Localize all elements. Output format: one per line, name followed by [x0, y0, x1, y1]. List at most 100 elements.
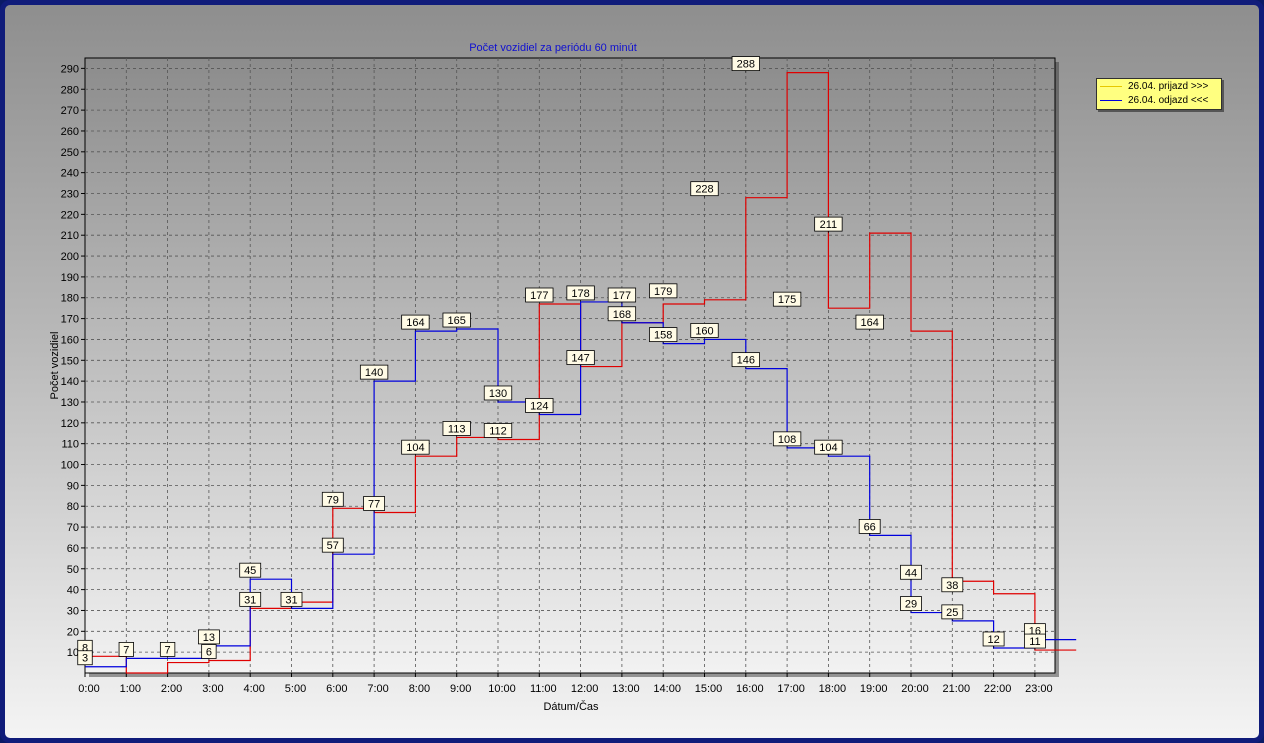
data-label: 13 [197, 629, 220, 646]
x-tick-label: 6:00 [326, 683, 347, 695]
data-label-box [941, 577, 964, 593]
legend-item-odjazd: 26.04. odjazd <<< [1100, 94, 1208, 107]
x-tick-label: 20:00 [901, 683, 929, 695]
y-tick-label: 150 [61, 355, 79, 367]
data-label-text: 79 [327, 494, 339, 506]
data-label-text: 44 [905, 567, 917, 579]
data-label: 177 [607, 287, 637, 304]
data-label-box [442, 421, 471, 436]
y-tick-label: 30 [67, 605, 79, 617]
x-tick-label: 1:00 [120, 683, 141, 695]
x-tick-label: 22:00 [984, 683, 1012, 695]
data-label: 29 [900, 596, 922, 613]
data-label-text: 160 [695, 325, 713, 337]
data-label: 11 [1024, 633, 1046, 651]
data-label-box [855, 314, 884, 330]
data-label-box [1024, 633, 1046, 649]
data-label: 44 [900, 564, 922, 582]
data-label-text: 12 [987, 634, 999, 646]
data-label-text: 158 [654, 330, 672, 342]
x-tick-label: 13:00 [612, 683, 640, 695]
y-tick-label: 230 [61, 189, 79, 201]
x-tick-label: 23:00 [1025, 683, 1053, 695]
data-label-text: 104 [819, 442, 837, 454]
data-label-box [566, 285, 595, 301]
data-label: 124 [525, 398, 554, 415]
x-tick-label: 15:00 [695, 683, 723, 695]
data-label-text: 108 [778, 434, 796, 446]
x-tick-label: 17:00 [777, 683, 805, 695]
data-label-box [900, 564, 922, 580]
data-label: 211 [814, 216, 843, 234]
y-tick-label: 200 [61, 251, 79, 263]
data-label: 38 [941, 577, 964, 594]
data-label-box [858, 519, 881, 534]
data-label-text: 13 [203, 632, 215, 644]
data-label-box [814, 439, 843, 455]
x-tick-label: 10:00 [488, 683, 516, 695]
data-label-text: 168 [613, 309, 631, 321]
data-label-text: 38 [946, 580, 958, 592]
data-label-box [731, 352, 760, 368]
data-label: 12 [982, 631, 1005, 648]
data-label: 66 [858, 519, 881, 536]
data-label: 113 [442, 421, 471, 438]
data-label-text: 31 [285, 594, 297, 606]
x-tick-label: 7:00 [367, 683, 388, 695]
data-label-box [566, 350, 595, 365]
y-tick-label: 210 [61, 230, 79, 242]
y-tick-label: 120 [61, 418, 79, 430]
data-label-box [159, 642, 176, 657]
x-tick-label: 2:00 [161, 683, 182, 695]
data-label-box [118, 642, 134, 657]
data-label-box [321, 491, 344, 507]
plot-area [84, 57, 1056, 674]
x-tick-label: 21:00 [943, 683, 971, 695]
y-tick-label: 190 [61, 272, 79, 284]
data-label-text: 7 [123, 644, 129, 656]
y-tick-label: 20 [67, 626, 79, 638]
data-label-box [77, 650, 93, 666]
data-label-box [525, 398, 554, 413]
data-label-text: 104 [406, 442, 424, 454]
x-tick-label: 14:00 [653, 683, 681, 695]
data-label-text: 77 [368, 498, 380, 510]
data-label-text: 6 [206, 646, 212, 658]
data-label: 104 [401, 439, 430, 457]
data-label: 177 [525, 287, 554, 304]
data-label-text: 177 [530, 290, 548, 302]
y-tick-label: 140 [61, 376, 79, 388]
data-label: 25 [941, 604, 964, 621]
data-label-box [772, 431, 802, 447]
data-label-box [239, 591, 262, 607]
y-tick-label: 240 [61, 168, 79, 180]
data-label: 130 [483, 385, 513, 402]
data-label: 7 [159, 642, 176, 659]
data-label-box [607, 306, 637, 322]
data-label-box [941, 604, 964, 620]
data-label: 112 [483, 423, 513, 440]
data-label-box [772, 291, 802, 307]
data-label-box [525, 287, 554, 303]
data-label-box [982, 631, 1005, 647]
data-label: 164 [855, 314, 884, 332]
data-label-text: 3 [82, 653, 88, 665]
data-label-box [401, 439, 430, 455]
data-label-box [483, 385, 513, 401]
x-tick-label: 5:00 [285, 683, 306, 695]
x-tick-label: 11:00 [530, 683, 557, 695]
data-label: 158 [649, 327, 678, 344]
data-label-text: 288 [737, 59, 755, 71]
data-label: 7 [118, 642, 134, 659]
y-tick-label: 60 [67, 543, 79, 555]
legend-label: 26.04. odjazd <<< [1128, 95, 1209, 106]
data-label-text: 31 [244, 594, 256, 606]
data-label-box [401, 314, 430, 330]
data-label-text: 146 [737, 355, 755, 367]
data-label-box [649, 283, 678, 299]
data-label-text: 112 [489, 426, 507, 438]
y-tick-label: 260 [61, 126, 79, 138]
data-label-box [607, 287, 637, 303]
y-tick-label: 10 [67, 647, 79, 659]
data-label-text: 211 [820, 219, 838, 231]
